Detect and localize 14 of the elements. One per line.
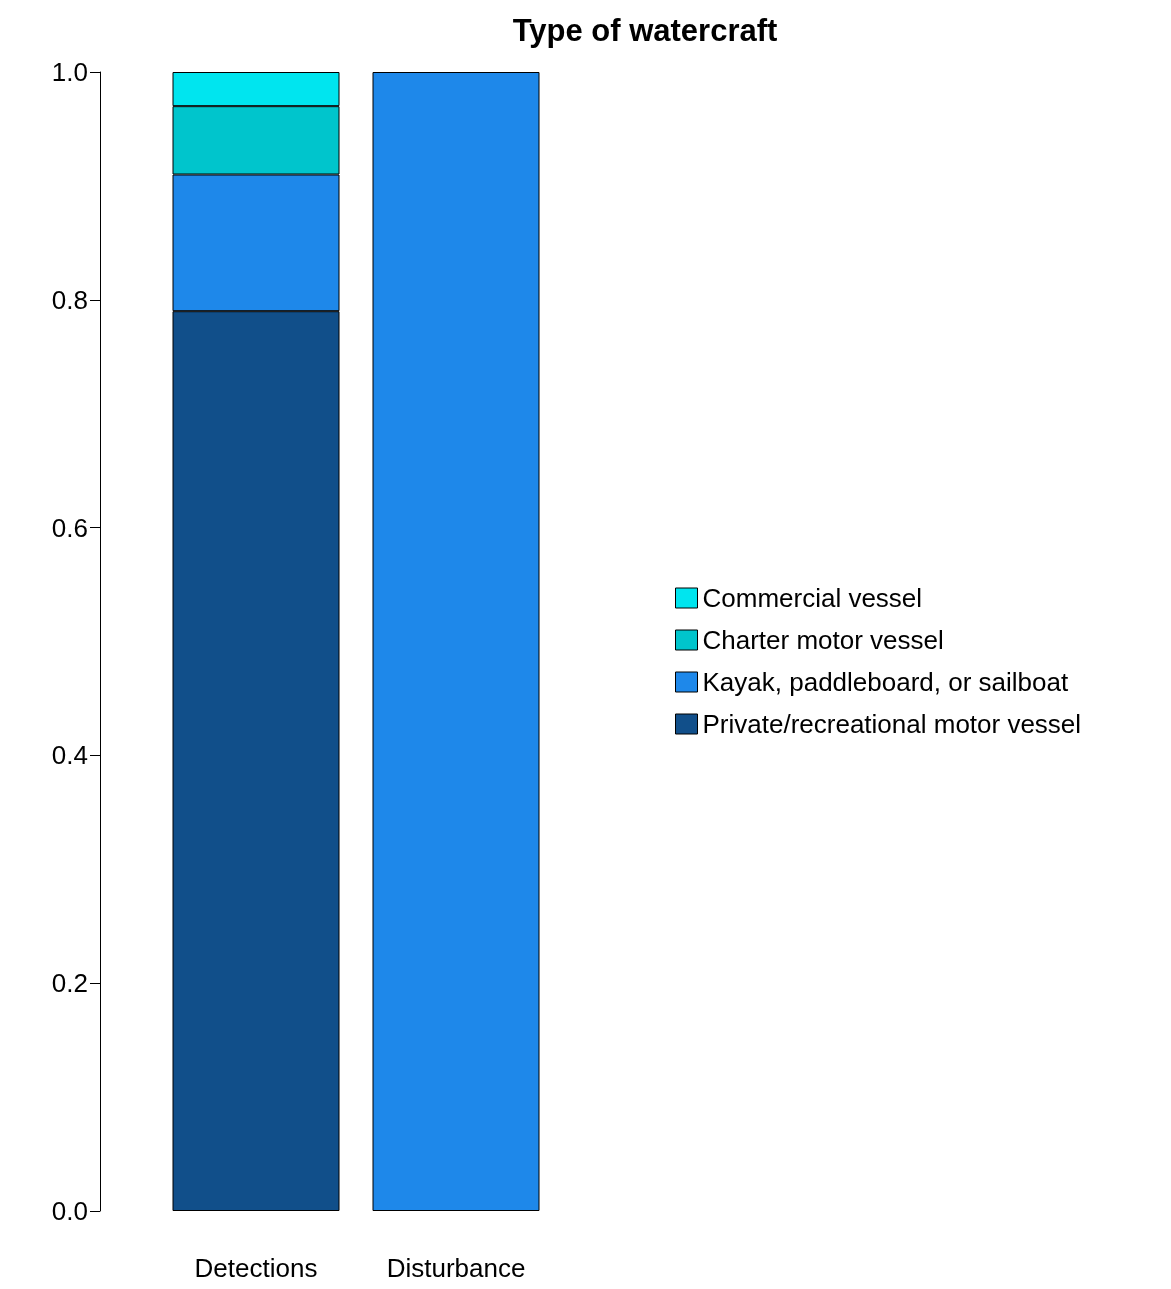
legend-label: Private/recreational motor vessel — [702, 709, 1082, 739]
y-tick-label: 0.4 — [51, 740, 88, 771]
legend-label: Commercial vessel — [702, 583, 923, 613]
text: Type of watercraft — [512, 13, 778, 48]
y-tick-label: 0.6 — [51, 512, 88, 543]
legend-label: Charter motor vessel — [702, 625, 944, 655]
y-tick-label: 0.0 — [51, 1196, 88, 1226]
y-tick-label: 0.2 — [51, 968, 88, 999]
y-tick-label: 0.8 — [51, 284, 88, 315]
x-tick-label: Detections — [194, 1253, 318, 1283]
x-tick-label: Disturbance — [386, 1253, 526, 1283]
bar — [372, 72, 540, 1211]
legend-label: Kayak, paddleboard, or sailboat — [702, 667, 1069, 697]
y-tick-label: 1.0 — [51, 57, 88, 87]
